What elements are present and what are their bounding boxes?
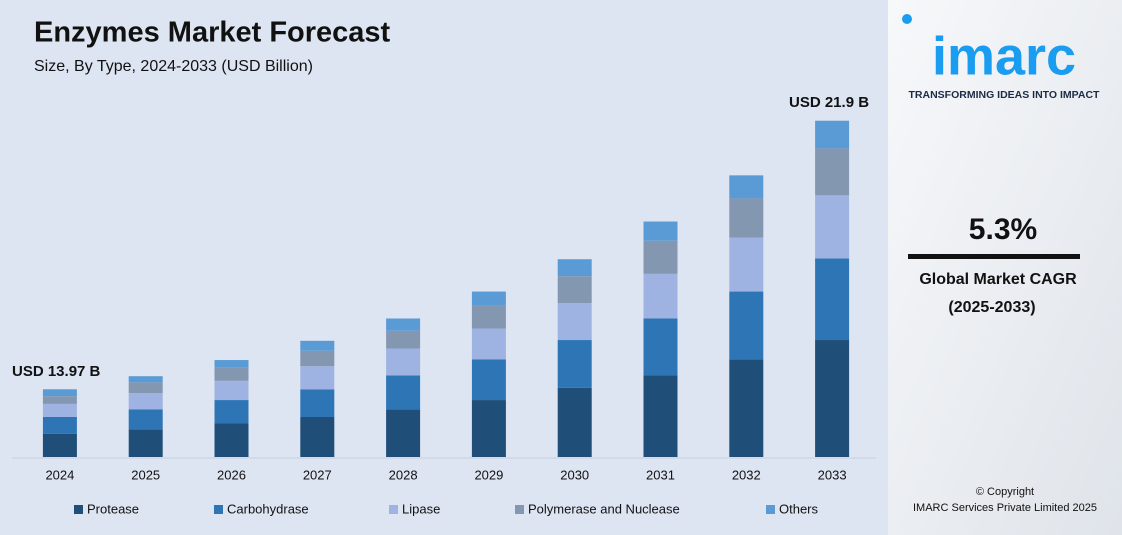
bar-segment bbox=[557, 303, 592, 341]
bar-segment bbox=[42, 389, 77, 397]
bar-segment bbox=[386, 375, 421, 410]
legend-label: Protease bbox=[87, 501, 139, 516]
bar-segment bbox=[557, 276, 592, 304]
bar-segment bbox=[729, 198, 764, 238]
legend-swatch bbox=[389, 505, 398, 514]
legend-swatch bbox=[214, 505, 223, 514]
x-tick-label: 2026 bbox=[217, 467, 246, 482]
bar-segment bbox=[128, 429, 163, 457]
total-label: USD 21.9 B bbox=[789, 94, 869, 111]
x-tick-label: 2024 bbox=[45, 467, 74, 482]
tagline: TRANSFORMING IDEAS INTO IMPACT bbox=[909, 89, 1101, 101]
bar-segment bbox=[815, 340, 850, 457]
bar-segment bbox=[471, 328, 506, 360]
logo-dot bbox=[902, 14, 912, 24]
legend-swatch bbox=[515, 505, 524, 514]
legend-label: Carbohydrase bbox=[227, 501, 309, 516]
bar-segment bbox=[643, 273, 678, 319]
bar-segment bbox=[42, 433, 77, 457]
legend-swatch bbox=[766, 505, 775, 514]
x-tick-label: 2033 bbox=[818, 467, 847, 482]
bar-segment bbox=[300, 340, 335, 351]
bar-segment bbox=[643, 221, 678, 241]
bar-segment bbox=[557, 387, 592, 457]
x-tick-label: 2025 bbox=[131, 467, 160, 482]
bar-segment bbox=[386, 409, 421, 457]
bar-segment bbox=[815, 120, 850, 149]
bar-segment bbox=[42, 403, 77, 417]
bar-segment bbox=[214, 423, 249, 457]
bar-segment bbox=[471, 359, 506, 401]
bar-segment bbox=[729, 237, 764, 292]
x-tick-label: 2029 bbox=[474, 467, 503, 482]
bar-segment bbox=[214, 360, 249, 368]
bar-segment bbox=[300, 416, 335, 457]
side-panel bbox=[888, 0, 1122, 535]
logo: imarc bbox=[932, 26, 1076, 86]
bar-segment bbox=[729, 359, 764, 457]
bar-segment bbox=[386, 348, 421, 376]
bar-segment bbox=[42, 416, 77, 434]
bar-segment bbox=[214, 400, 249, 424]
bar-segment bbox=[471, 400, 506, 457]
bar-segment bbox=[815, 148, 850, 196]
copyright: © Copyright bbox=[976, 486, 1034, 498]
legend-label: Polymerase and Nuclease bbox=[528, 501, 680, 516]
x-tick-label: 2032 bbox=[732, 467, 761, 482]
bar-segment bbox=[729, 291, 764, 360]
legend-label: Others bbox=[779, 501, 819, 516]
bar-segment bbox=[128, 376, 163, 383]
bar-segment bbox=[815, 258, 850, 341]
total-label: USD 13.97 B bbox=[12, 363, 101, 380]
bar-segment bbox=[300, 350, 335, 367]
x-tick-label: 2030 bbox=[560, 467, 589, 482]
bar-segment bbox=[643, 318, 678, 376]
bar-segment bbox=[643, 375, 678, 457]
bar-segment bbox=[128, 409, 163, 430]
bar-segment bbox=[729, 175, 764, 199]
bar-segment bbox=[214, 367, 249, 381]
x-tick-label: 2028 bbox=[389, 467, 418, 482]
legend-label: Lipase bbox=[402, 501, 440, 516]
chart-title: Enzymes Market Forecast bbox=[34, 17, 391, 49]
bar-segment bbox=[300, 366, 335, 390]
chart-subtitle: Size, By Type, 2024-2033 (USD Billion) bbox=[34, 58, 313, 75]
legend-swatch bbox=[74, 505, 83, 514]
cagr-value: 5.3% bbox=[969, 213, 1037, 246]
bar-segment bbox=[815, 195, 850, 259]
bar-segment bbox=[300, 389, 335, 417]
bar-segment bbox=[643, 240, 678, 274]
x-tick-label: 2031 bbox=[646, 467, 675, 482]
bar-segment bbox=[128, 393, 163, 410]
bar-segment bbox=[128, 382, 163, 394]
bar-segment bbox=[557, 259, 592, 277]
bar-segment bbox=[42, 396, 77, 404]
cagr-label: Global Market CAGR bbox=[919, 271, 1077, 288]
bar-segment bbox=[471, 291, 506, 306]
bar-segment bbox=[386, 318, 421, 331]
bar-segment bbox=[557, 340, 592, 388]
bar-segment bbox=[214, 380, 249, 401]
bar-segment bbox=[386, 330, 421, 349]
cagr-rule bbox=[908, 254, 1080, 259]
x-tick-label: 2027 bbox=[303, 467, 332, 482]
company: IMARC Services Private Limited 2025 bbox=[913, 502, 1097, 514]
bar-segment bbox=[471, 305, 506, 329]
cagr-period: (2025-2033) bbox=[948, 299, 1035, 316]
